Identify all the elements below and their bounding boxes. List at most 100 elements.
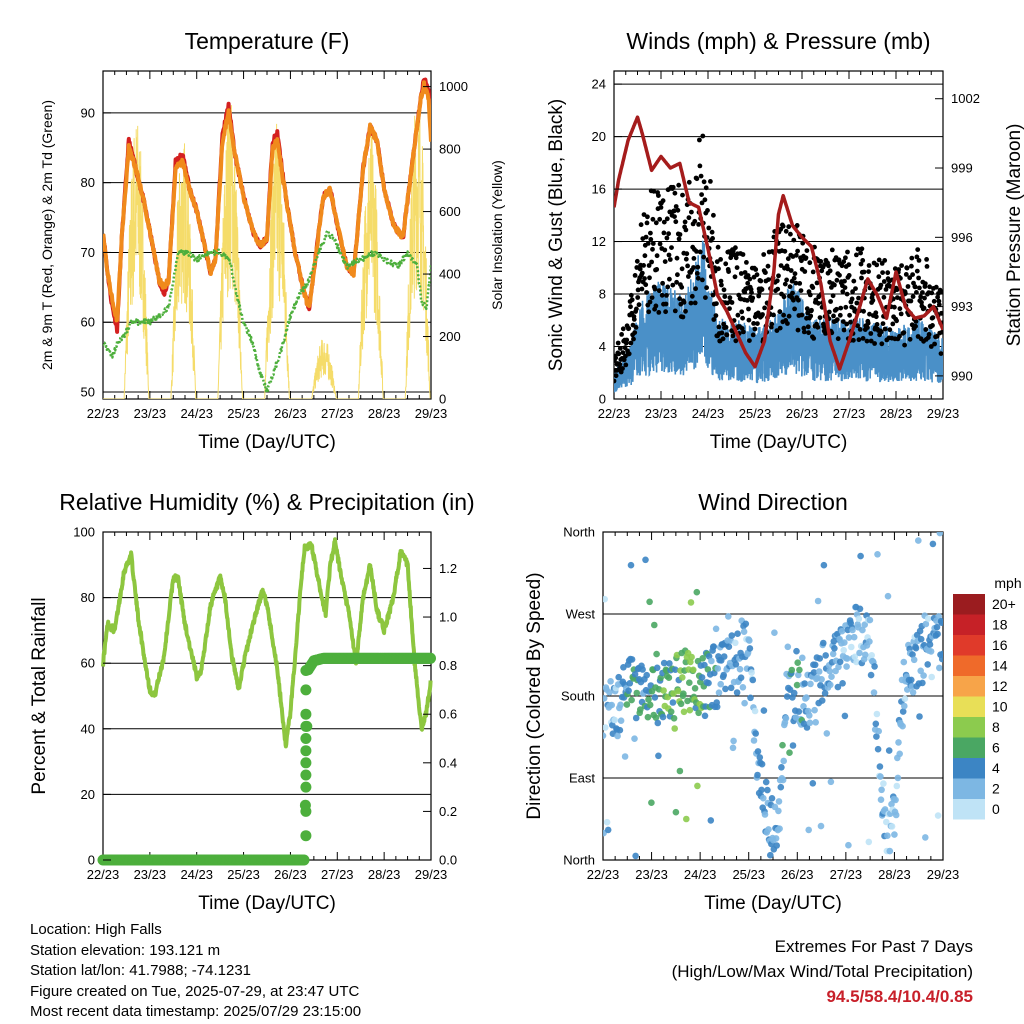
gust-point (837, 272, 842, 278)
gust-point (663, 309, 668, 315)
gust-point (836, 257, 842, 263)
direction-point (606, 689, 613, 696)
direction-point (754, 748, 762, 755)
gust-point (683, 256, 689, 262)
direction-point (834, 683, 842, 691)
y2-tick-label: 0.0 (439, 853, 457, 868)
gust-point (746, 317, 752, 323)
gust-point (741, 329, 746, 335)
chart-title: Relative Humidity (%) & Precipitation (i… (59, 489, 474, 515)
direction-point (679, 674, 686, 681)
gust-point (633, 325, 639, 330)
direction-point (729, 744, 737, 752)
direction-point (728, 632, 736, 639)
gust-point (700, 277, 705, 283)
direction-point (739, 684, 747, 691)
gust-point (843, 304, 849, 310)
gust-point (749, 290, 754, 295)
y-tick-label: 8 (599, 287, 606, 302)
gust-point (926, 332, 932, 337)
gust-point (914, 254, 920, 260)
direction-point (885, 747, 893, 754)
gust-point (855, 323, 860, 329)
gust-point (804, 306, 810, 312)
gust-point (715, 244, 721, 250)
direction-point (794, 659, 801, 666)
direction-point (874, 551, 881, 558)
gust-point (792, 271, 798, 277)
gust-point (939, 310, 943, 316)
x-tick-label: 27/23 (321, 867, 354, 882)
direction-point (603, 595, 608, 603)
gust-point (677, 232, 683, 237)
gust-point (917, 285, 922, 291)
direction-point (779, 776, 787, 784)
gust-point (802, 269, 808, 274)
gust-point (708, 179, 713, 184)
gust-point (865, 320, 871, 326)
gust-point (782, 248, 788, 254)
direction-point (732, 661, 740, 668)
direction-point (631, 671, 639, 678)
direction-point (886, 847, 894, 855)
direction-point (746, 637, 753, 644)
gust-point (660, 198, 666, 204)
y-tick-label: 100 (73, 525, 95, 540)
gust-point (759, 287, 765, 292)
y-tick-label: East (569, 771, 595, 786)
gust-point (774, 328, 780, 333)
gust-point (859, 246, 865, 252)
gust-point (653, 303, 659, 309)
gust-point (786, 313, 792, 319)
gust-point (765, 263, 771, 269)
gust-point (910, 272, 915, 277)
gust-point (874, 322, 880, 327)
gust-point (783, 228, 789, 234)
gust-point (657, 216, 663, 222)
direction-point (730, 737, 737, 745)
gust-point (832, 282, 837, 288)
chart-title: Temperature (F) (185, 28, 350, 54)
direction-point (888, 823, 896, 830)
gust-point (927, 284, 932, 290)
gust-point (796, 297, 801, 303)
direction-point (648, 799, 655, 806)
gust-point (683, 227, 689, 233)
y-tick-label: 80 (81, 590, 95, 605)
x-tick-label: 28/23 (880, 406, 913, 421)
gust-point (777, 325, 783, 331)
direction-point (805, 826, 812, 834)
legend-swatch (953, 676, 985, 697)
temperature-series-line (103, 229, 431, 393)
direction-point (764, 786, 771, 794)
y2-tick-label: 990 (951, 368, 973, 383)
direction-point (795, 708, 803, 715)
gust-point (667, 276, 672, 282)
gust-point (800, 240, 806, 246)
gust-point (841, 327, 847, 333)
x-tick-label: 26/23 (274, 867, 307, 882)
x-tick-label: 24/23 (180, 867, 213, 882)
gust-point (801, 329, 807, 335)
gust-point (701, 179, 707, 185)
gust-point (632, 273, 638, 278)
gust-point (686, 274, 691, 279)
gust-point (711, 317, 717, 322)
gust-point (932, 341, 937, 347)
direction-point (815, 668, 823, 675)
gust-point (727, 306, 732, 311)
direction-point (909, 651, 916, 658)
gust-point (866, 269, 871, 274)
gust-point (803, 255, 809, 261)
gust-point (662, 247, 668, 253)
direction-point (632, 714, 640, 722)
legend-swatch (953, 635, 985, 656)
gust-point (676, 236, 682, 242)
direction-point (603, 724, 609, 731)
gust-point (840, 319, 846, 324)
gust-point (641, 263, 646, 268)
direction-point (603, 695, 608, 702)
direction-point (693, 588, 701, 596)
direction-point (665, 674, 673, 681)
direction-point (800, 703, 807, 710)
